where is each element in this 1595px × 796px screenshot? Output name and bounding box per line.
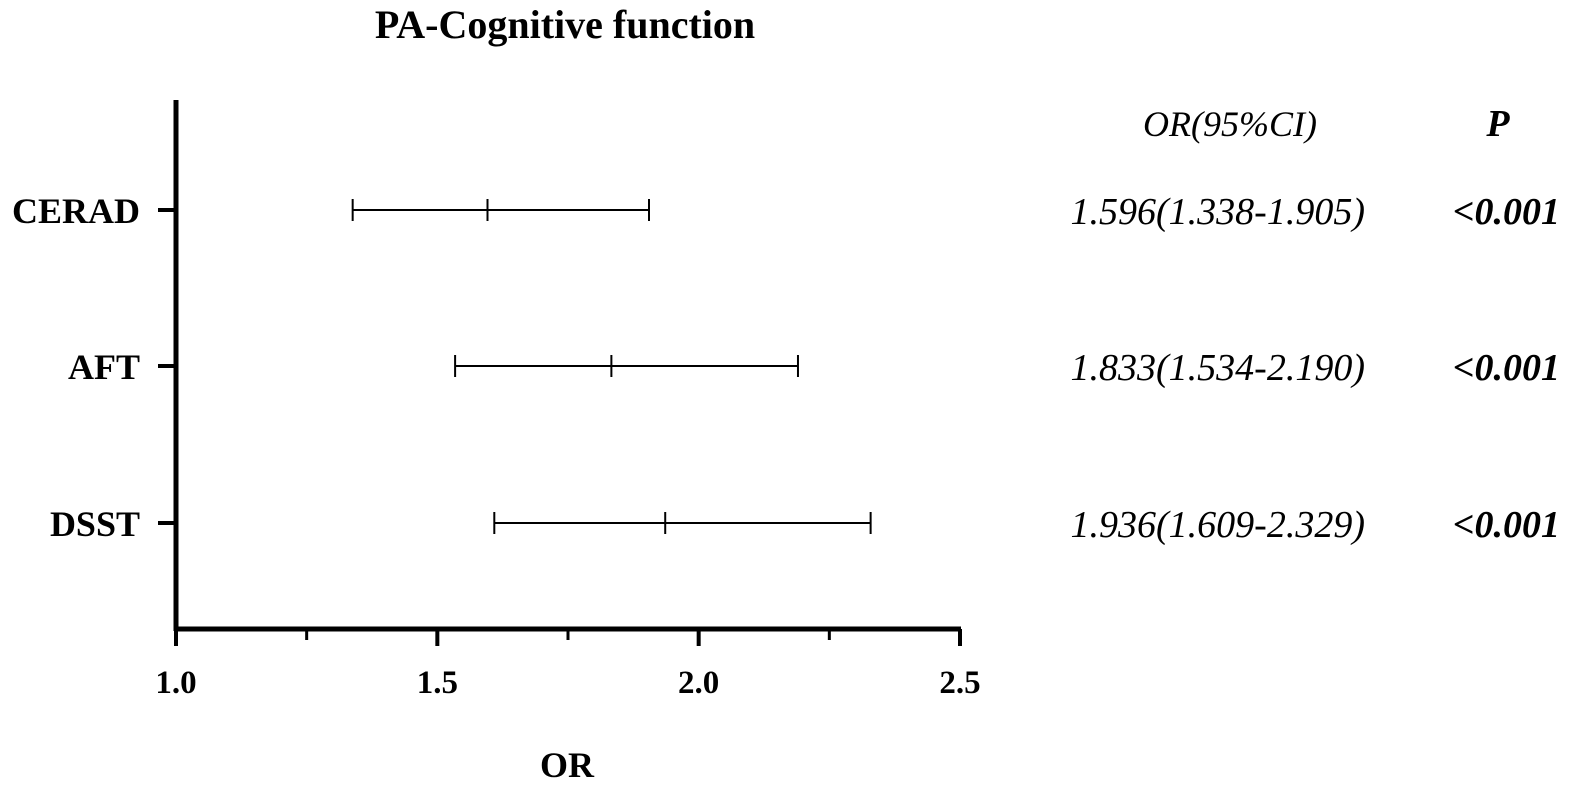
x-axis-ticks: 1.0 1.5 2.0 2.5 — [155, 629, 981, 701]
chart-title: PA-Cognitive function — [375, 2, 755, 47]
or-ci-value: 1.596(1.338-1.905) — [1071, 191, 1365, 233]
p-value: <0.001 — [1453, 347, 1560, 389]
x-tick-label: 2.0 — [678, 665, 719, 701]
p-value: <0.001 — [1453, 191, 1560, 233]
y-category-label: AFT — [68, 347, 140, 387]
p-column-header: P — [1485, 103, 1510, 145]
x-tick-label: 2.5 — [939, 665, 980, 701]
y-category-label: DSST — [50, 504, 140, 544]
y-axis-ticks: CERAD AFT DSST — [12, 191, 176, 544]
or-ci-value: 1.833(1.534-2.190) — [1071, 347, 1365, 389]
statistics-table: 1.596(1.338-1.905) <0.001 1.833(1.534-2.19… — [1071, 191, 1560, 546]
confidence-intervals — [351, 199, 872, 534]
x-tick-label: 1.0 — [155, 665, 196, 701]
y-category-label: CERAD — [12, 191, 140, 231]
or-ci-value: 1.936(1.609-2.329) — [1071, 504, 1365, 546]
x-axis-label: OR — [540, 745, 595, 785]
or-ci-column-header: OR(95%CI) — [1143, 104, 1317, 144]
x-tick-label: 1.5 — [417, 665, 458, 701]
p-value: <0.001 — [1453, 504, 1560, 546]
